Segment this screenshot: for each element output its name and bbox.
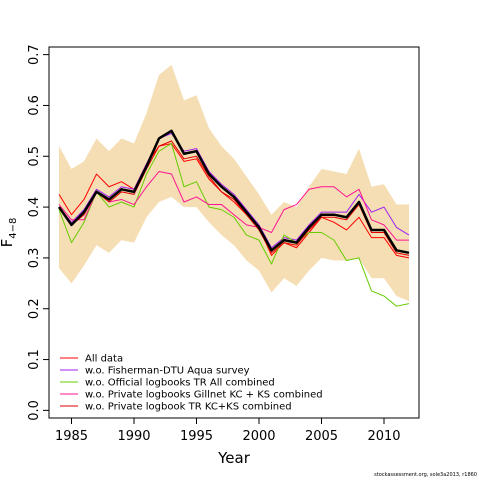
y-tick-label: 0.7 bbox=[27, 44, 42, 65]
confidence-band bbox=[59, 64, 409, 302]
plot-frame bbox=[48, 46, 420, 419]
confidence-band-layer bbox=[59, 64, 409, 302]
x-tick-label: 1995 bbox=[180, 429, 213, 444]
series-line-3 bbox=[58, 143, 410, 307]
x-tick-label: 2005 bbox=[305, 429, 338, 444]
x-tick-label: 1990 bbox=[117, 429, 150, 444]
series-line-5 bbox=[58, 140, 410, 256]
y-tick-label: 0.6 bbox=[27, 95, 42, 116]
y-tick-label: 0.5 bbox=[27, 146, 42, 167]
x-axis: 1985 1990 1995 2000 2005 2010 bbox=[55, 418, 401, 444]
series-line-1 bbox=[58, 143, 410, 259]
legend-label: All data bbox=[85, 354, 123, 365]
x-tick-label: 2010 bbox=[367, 429, 400, 444]
y-tick-label: 0.0 bbox=[27, 400, 42, 421]
footnote: stockassessment.org, sole3a2013, r1860 bbox=[374, 472, 477, 478]
y-tick-label: 0.4 bbox=[27, 197, 42, 218]
x-axis-label: Year bbox=[217, 449, 251, 467]
series-layer bbox=[57, 129, 410, 307]
y-tick-label: 0.3 bbox=[27, 248, 42, 269]
series-line-4 bbox=[58, 171, 409, 241]
legend-label: w.o. Fisherman-DTU Aqua survey bbox=[85, 366, 250, 377]
series-line-0 bbox=[57, 129, 410, 255]
y-axis: 0.0 0.1 0.2 0.3 0.4 0.5 0.6 0.7 bbox=[27, 44, 49, 421]
x-tick-label: 1985 bbox=[55, 429, 88, 444]
y-axis-label: F4−8 bbox=[0, 218, 19, 248]
y-axis-label-subscript: 4−8 bbox=[8, 218, 19, 239]
y-axis-label-main: F bbox=[0, 239, 16, 248]
x-tick-label: 2000 bbox=[242, 429, 275, 444]
legend-label: w.o. Private logbook TR KC+KS combined bbox=[85, 402, 292, 413]
legend-label: w.o. Official logbooks TR All combined bbox=[85, 378, 275, 389]
y-axis-label-group: F4−8 bbox=[0, 218, 19, 248]
legend-label: w.o. Private logbooks Gillnet KC + KS co… bbox=[85, 390, 323, 401]
series-line-2 bbox=[58, 132, 410, 249]
y-tick-label: 0.1 bbox=[27, 349, 42, 370]
y-tick-label: 0.2 bbox=[27, 298, 42, 319]
